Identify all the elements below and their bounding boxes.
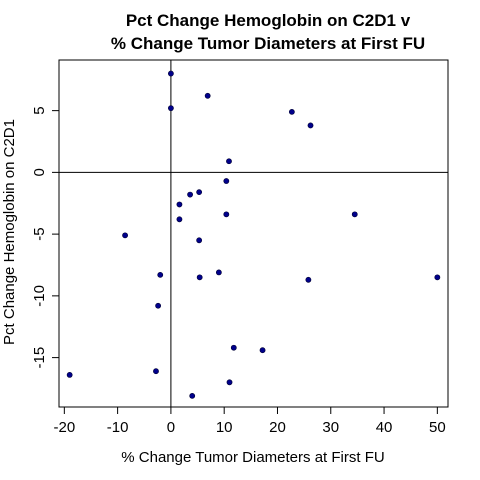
data-point	[187, 191, 193, 198]
data-point	[157, 271, 164, 278]
data-point	[223, 178, 230, 184]
data-point	[168, 105, 174, 112]
x-tick-label: 20	[269, 419, 286, 436]
x-axis-label: % Change Tumor Diameters at First FU	[121, 449, 384, 466]
data-point	[305, 276, 312, 283]
data-point	[189, 392, 196, 399]
data-point	[307, 122, 314, 129]
data-point	[122, 232, 128, 239]
data-point	[351, 211, 358, 218]
data-point	[259, 347, 266, 354]
data-points	[66, 70, 441, 399]
y-tick-label: -15	[31, 347, 48, 369]
y-tick-label: 5	[31, 106, 48, 114]
data-point	[288, 108, 295, 115]
data-point	[215, 269, 222, 276]
chart-title-line-2: % Change Tumor Diameters at First FU	[111, 34, 425, 53]
y-tick-label: -5	[31, 227, 48, 240]
data-point	[434, 274, 441, 281]
y-axis-ticks: -15 -10 -5 0 5	[31, 106, 59, 368]
data-point	[153, 368, 159, 375]
data-point	[196, 274, 203, 281]
x-tick-label: 40	[376, 419, 393, 436]
data-point	[176, 201, 183, 208]
y-axis-label: Pct Change Hemoglobin on C2D1	[1, 119, 18, 345]
data-point	[168, 70, 174, 77]
data-point	[226, 379, 233, 386]
data-point	[226, 158, 232, 165]
x-tick-label: -10	[107, 419, 129, 436]
data-point	[196, 237, 203, 244]
data-point	[196, 189, 203, 196]
y-tick-label: 0	[31, 168, 48, 176]
data-point	[66, 371, 73, 378]
data-point	[176, 216, 183, 223]
x-tick-label: 50	[429, 419, 446, 436]
x-tick-label: 0	[167, 419, 175, 436]
y-tick-label: -10	[31, 285, 48, 307]
data-point	[155, 302, 162, 309]
x-axis-ticks: -20 -10 0 10 20 30 40 50	[53, 407, 446, 436]
data-point	[223, 211, 230, 218]
reference-lines	[59, 60, 448, 407]
x-tick-label: 10	[216, 419, 233, 436]
x-tick-label: -20	[53, 419, 75, 436]
data-point	[230, 344, 237, 351]
data-point	[204, 92, 211, 99]
chart-title-line-1: Pct Change Hemoglobin on C2D1 v	[126, 11, 411, 30]
x-tick-label: 30	[322, 419, 339, 436]
plot-frame	[58, 59, 449, 408]
